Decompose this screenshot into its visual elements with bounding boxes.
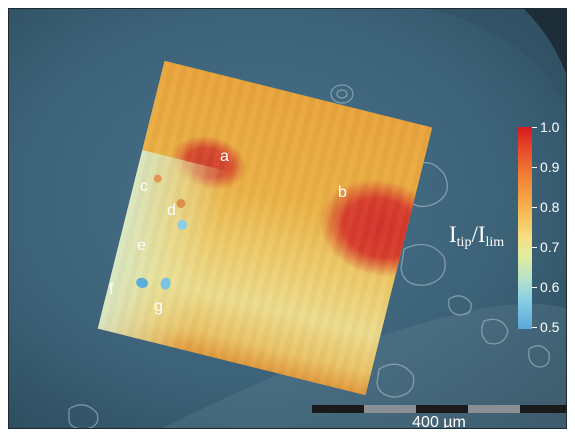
- colorbar-tick: [532, 127, 537, 128]
- colorbar-title: Itip/Ilim: [449, 222, 505, 250]
- colorbar-label-0-6: 0.6: [540, 279, 560, 295]
- microscopy-image: a b c d e f g 1.0 0.9 0.8 0.7 0.6 0.5 It…: [8, 8, 567, 429]
- colorbar-label-1-0: 1.0: [540, 119, 560, 135]
- scale-bar: [312, 405, 566, 413]
- colorbar-tick: [532, 207, 537, 208]
- label-d: d: [167, 202, 176, 219]
- colorbar-tick: [532, 167, 537, 168]
- colorbar-tick: [532, 327, 537, 328]
- label-a: a: [220, 148, 229, 165]
- label-e: e: [137, 237, 146, 254]
- label-g: g: [154, 298, 163, 315]
- scale-bar-label: 400 µm: [412, 414, 466, 429]
- colorbar-label-0-8: 0.8: [540, 199, 560, 215]
- label-c: c: [140, 178, 148, 195]
- label-f: f: [109, 281, 114, 298]
- colorbar-tick: [532, 247, 537, 248]
- colorbar-label-0-7: 0.7: [540, 239, 560, 255]
- colorbar-label-0-5: 0.5: [540, 319, 560, 335]
- colorbar-label-0-9: 0.9: [540, 159, 560, 175]
- colorbar: [518, 127, 532, 329]
- label-b: b: [338, 184, 347, 201]
- colorbar-tick: [532, 287, 537, 288]
